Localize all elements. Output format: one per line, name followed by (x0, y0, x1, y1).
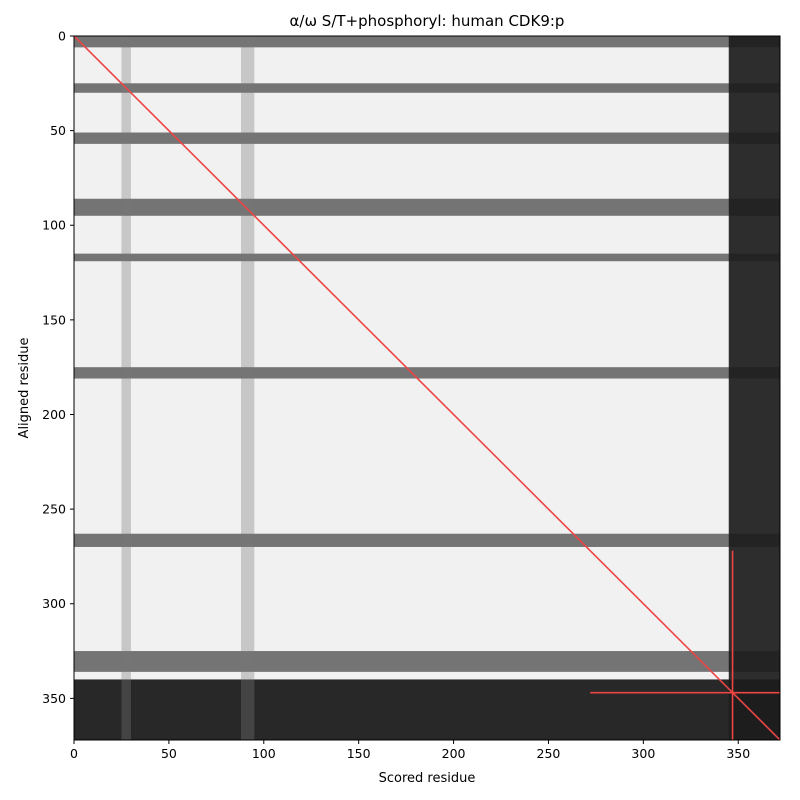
heatmap-row-band (74, 36, 780, 48)
x-tick-label: 0 (70, 746, 78, 761)
x-tick-label: 250 (537, 746, 561, 761)
heatmap-row-band (74, 367, 780, 379)
heatmap-row-band (74, 679, 780, 740)
x-axis: 0 50 100 150 200 250 300 350 (70, 740, 750, 761)
y-tick-label: 150 (42, 312, 66, 327)
x-axis-label: Scored residue (379, 771, 476, 786)
chart-title: α/ω S/T+phosphoryl: human CDK9:p (290, 12, 565, 30)
x-tick-label: 200 (442, 746, 466, 761)
heatmap-row-band (74, 533, 780, 547)
heatmap-row-band (74, 132, 780, 144)
y-tick-label: 350 (42, 691, 66, 706)
heatmap-row-band (74, 198, 780, 216)
diagonal-line (74, 36, 780, 740)
y-tick-label: 50 (50, 123, 66, 138)
y-axis-label: Aligned residue (17, 338, 32, 439)
x-tick-label: 50 (161, 746, 177, 761)
y-tick-label: 250 (42, 502, 66, 517)
y-axis: 0 50 100 150 200 250 300 350 (42, 29, 74, 706)
heatmap-row-band (74, 253, 780, 262)
y-tick-label: 0 (58, 29, 66, 44)
heatmap-column-band (241, 36, 255, 740)
y-tick-label: 200 (42, 407, 66, 422)
x-tick-label: 350 (726, 746, 750, 761)
heatmap-row-band (74, 83, 780, 93)
heatmap-column-band (728, 36, 780, 740)
x-tick-label: 150 (347, 746, 371, 761)
heatmap-column-band (121, 36, 131, 740)
y-tick-label: 100 (42, 218, 66, 233)
overlay-layer (74, 36, 780, 740)
x-tick-label: 100 (252, 746, 276, 761)
heatmap-row-band (74, 651, 780, 672)
plot-frame (73, 35, 781, 741)
y-tick-label: 300 (42, 596, 66, 611)
x-tick-label: 300 (631, 746, 655, 761)
